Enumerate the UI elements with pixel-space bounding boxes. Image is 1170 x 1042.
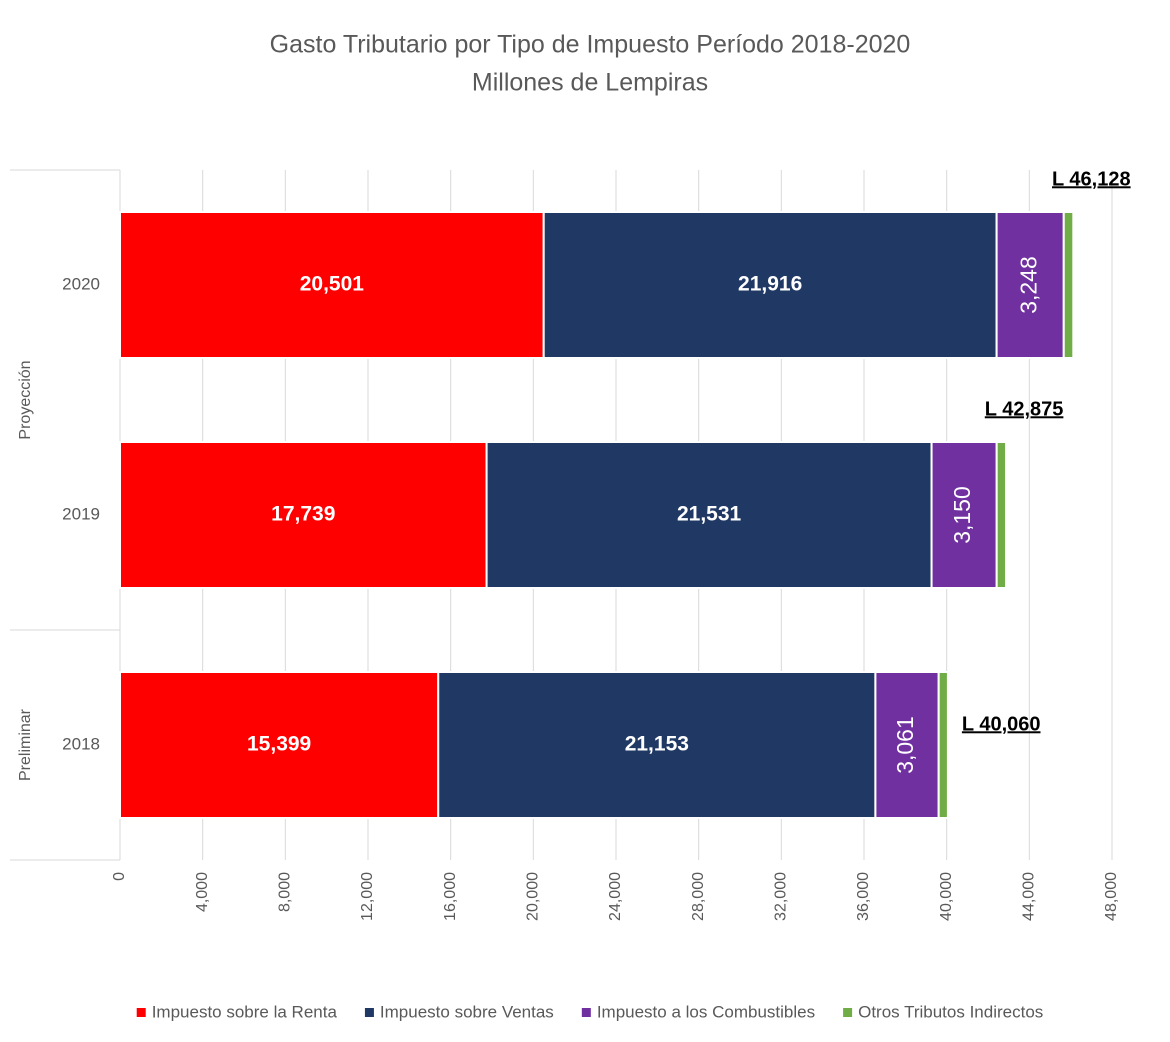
bar-segment [119, 441, 488, 589]
bar-segment [542, 211, 998, 359]
x-tick-label: 40,000 [938, 872, 955, 921]
x-tick-label: 48,000 [1103, 872, 1120, 921]
x-tick-label: 44,000 [1021, 872, 1038, 921]
bar-segment [930, 441, 998, 589]
data-label: 3,248 [1015, 256, 1041, 314]
x-tick-label: 4,000 [194, 872, 211, 912]
total-label: L 42,875 [985, 398, 1064, 420]
data-label: 15,399 [247, 733, 311, 756]
group-label: Proyección [17, 360, 34, 439]
total-label: L 40,060 [962, 713, 1041, 735]
x-tick-label: 16,000 [442, 872, 459, 921]
bar-segment [874, 671, 940, 819]
data-label: 21,531 [677, 503, 742, 526]
legend-label: Otros Tributos Indirectos [858, 1002, 1043, 1021]
total-label: L 46,128 [1052, 168, 1131, 190]
data-label: 3,150 [949, 486, 975, 544]
data-label: 20,501 [300, 273, 365, 296]
legend-marker [843, 1008, 853, 1017]
chart-title: Gasto Tributario por Tipo de Impuesto Pe… [270, 31, 911, 59]
x-tick-label: 20,000 [525, 872, 542, 921]
group-label: Preliminar [17, 708, 34, 781]
y-tick-label: 2020 [62, 274, 100, 293]
x-tick-label: 32,000 [773, 872, 790, 921]
legend-label: Impuesto sobre Ventas [380, 1002, 554, 1021]
bar-segment [1062, 211, 1075, 359]
x-tick-label: 36,000 [855, 872, 872, 921]
bar-segment [995, 441, 1008, 589]
data-label: 21,153 [625, 733, 689, 756]
x-tick-label: 24,000 [607, 872, 624, 921]
chart-subtitle: Millones de Lempiras [472, 69, 708, 97]
data-label: 3,061 [892, 716, 918, 774]
y-tick-label: 2019 [62, 504, 100, 523]
x-tick-label: 28,000 [690, 872, 707, 921]
data-label: 17,739 [271, 503, 335, 526]
y-tick-label: 2018 [62, 734, 100, 753]
x-tick-label: 8,000 [277, 872, 294, 912]
bar-segment [119, 211, 545, 359]
x-tick-label: 0 [111, 872, 128, 881]
legend-label: Impuesto a los Combustibles [597, 1002, 815, 1021]
bar-segment [995, 211, 1065, 359]
bar-segment [119, 671, 440, 819]
legend-marker [364, 1008, 374, 1017]
bar-segment [437, 671, 877, 819]
data-label: 21,916 [738, 273, 802, 296]
bar-segment [937, 671, 949, 819]
x-tick-label: 12,000 [359, 872, 376, 921]
legend-marker [581, 1008, 591, 1017]
legend-label: Impuesto sobre la Renta [152, 1002, 338, 1021]
legend-marker [136, 1008, 146, 1017]
